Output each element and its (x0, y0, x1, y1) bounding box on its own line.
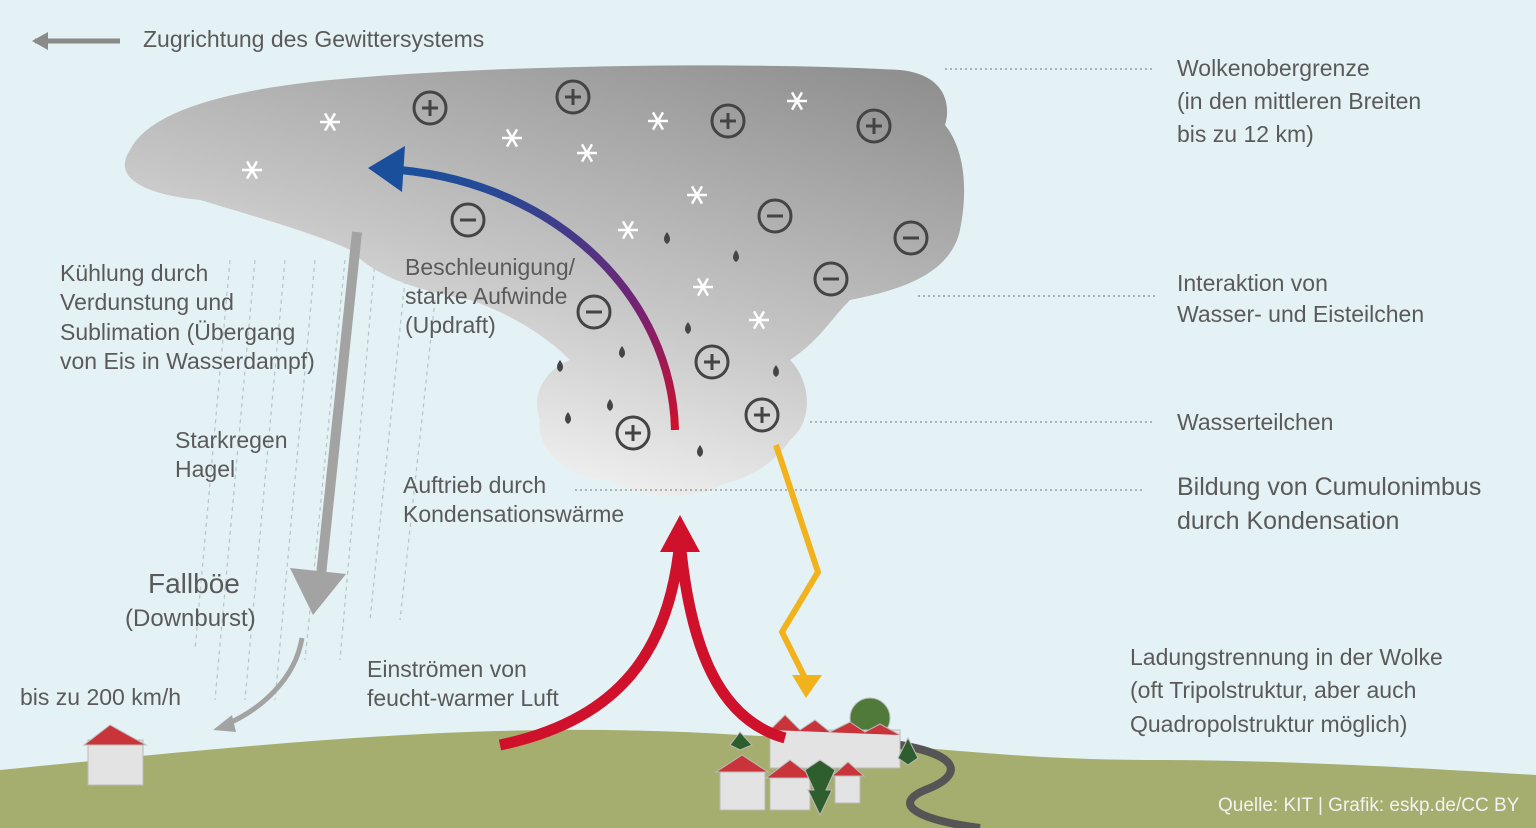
direction-label: Zugrichtung des Gewittersystems (143, 26, 484, 52)
label: Beschleunigung/ (405, 254, 576, 280)
ice-crystal (320, 112, 340, 132)
label: (Downburst) (125, 605, 256, 632)
leader-lines (575, 68, 1155, 491)
ice-crystal (577, 143, 597, 163)
positive-charge (744, 397, 780, 433)
label: Auftrieb durch (403, 472, 546, 498)
ice-crystal (618, 220, 638, 240)
negative-charge (893, 220, 929, 256)
source: Quelle: KIT | Grafik: eskp.de/CC BY (1218, 795, 1520, 816)
ice-crystal (787, 91, 807, 111)
label: Bildung von Cumulonimbus (1177, 473, 1481, 501)
label: bis zu 12 km) (1177, 121, 1314, 147)
label: Ladungstrennung in der Wolke (1130, 644, 1443, 670)
cloud (124, 65, 965, 496)
label: Verdunstung und (60, 289, 234, 315)
label: von Eis in Wasserdampf) (60, 348, 315, 374)
label: Hagel (175, 456, 235, 482)
label: Kühlung durch (60, 260, 208, 286)
label: Quadropolstruktur möglich) (1130, 711, 1407, 737)
arrows (32, 32, 822, 751)
water-drop (557, 360, 563, 372)
water-drop (773, 365, 779, 377)
label: (Updraft) (405, 312, 496, 338)
label: (in den mittleren Breiten (1177, 88, 1421, 114)
positive-charge (710, 103, 746, 139)
label: Kondensationswärme (403, 501, 624, 527)
rain (194, 259, 436, 701)
water-drop (619, 346, 625, 358)
positive-charge (555, 79, 591, 115)
label: Einströmen von (367, 656, 527, 682)
water-drop (697, 445, 703, 457)
positive-charge (694, 344, 730, 380)
label: Starkregen (175, 427, 288, 453)
ice-crystal (749, 310, 769, 330)
negative-charge (576, 294, 612, 330)
ice-crystal (502, 128, 522, 148)
label: durch Kondensation (1177, 507, 1399, 535)
label: starke Aufwinde (405, 283, 567, 309)
ice-crystal (242, 160, 262, 180)
label: Wasser- und Eisteilchen (1177, 301, 1424, 327)
positive-charge (412, 90, 448, 126)
label: Interaktion von (1177, 270, 1328, 296)
ground (0, 729, 1536, 828)
charges (242, 79, 929, 457)
negative-charge (813, 261, 849, 297)
positive-charge (856, 108, 892, 144)
label: Wasserteilchen (1177, 409, 1333, 435)
label: Fallböe (148, 568, 240, 599)
label: (oft Tripolstruktur, aber auch (1130, 677, 1416, 703)
label: Sublimation (Übergang (60, 319, 295, 345)
ice-crystal (648, 111, 668, 131)
label: Wolkenobergrenze (1177, 55, 1370, 81)
positive-charge (615, 415, 651, 451)
negative-charge (450, 202, 486, 238)
ice-crystal (687, 185, 707, 205)
negative-charge (757, 198, 793, 234)
water-drop (565, 412, 571, 424)
label: bis zu 200 km/h (20, 684, 181, 710)
label: feucht-warmer Luft (367, 685, 559, 711)
water-drop (733, 250, 739, 262)
water-drop (607, 399, 613, 411)
water-drop (685, 322, 691, 334)
road (899, 741, 981, 828)
village (82, 697, 919, 817)
ice-crystal (693, 277, 713, 297)
water-drop (664, 232, 670, 244)
